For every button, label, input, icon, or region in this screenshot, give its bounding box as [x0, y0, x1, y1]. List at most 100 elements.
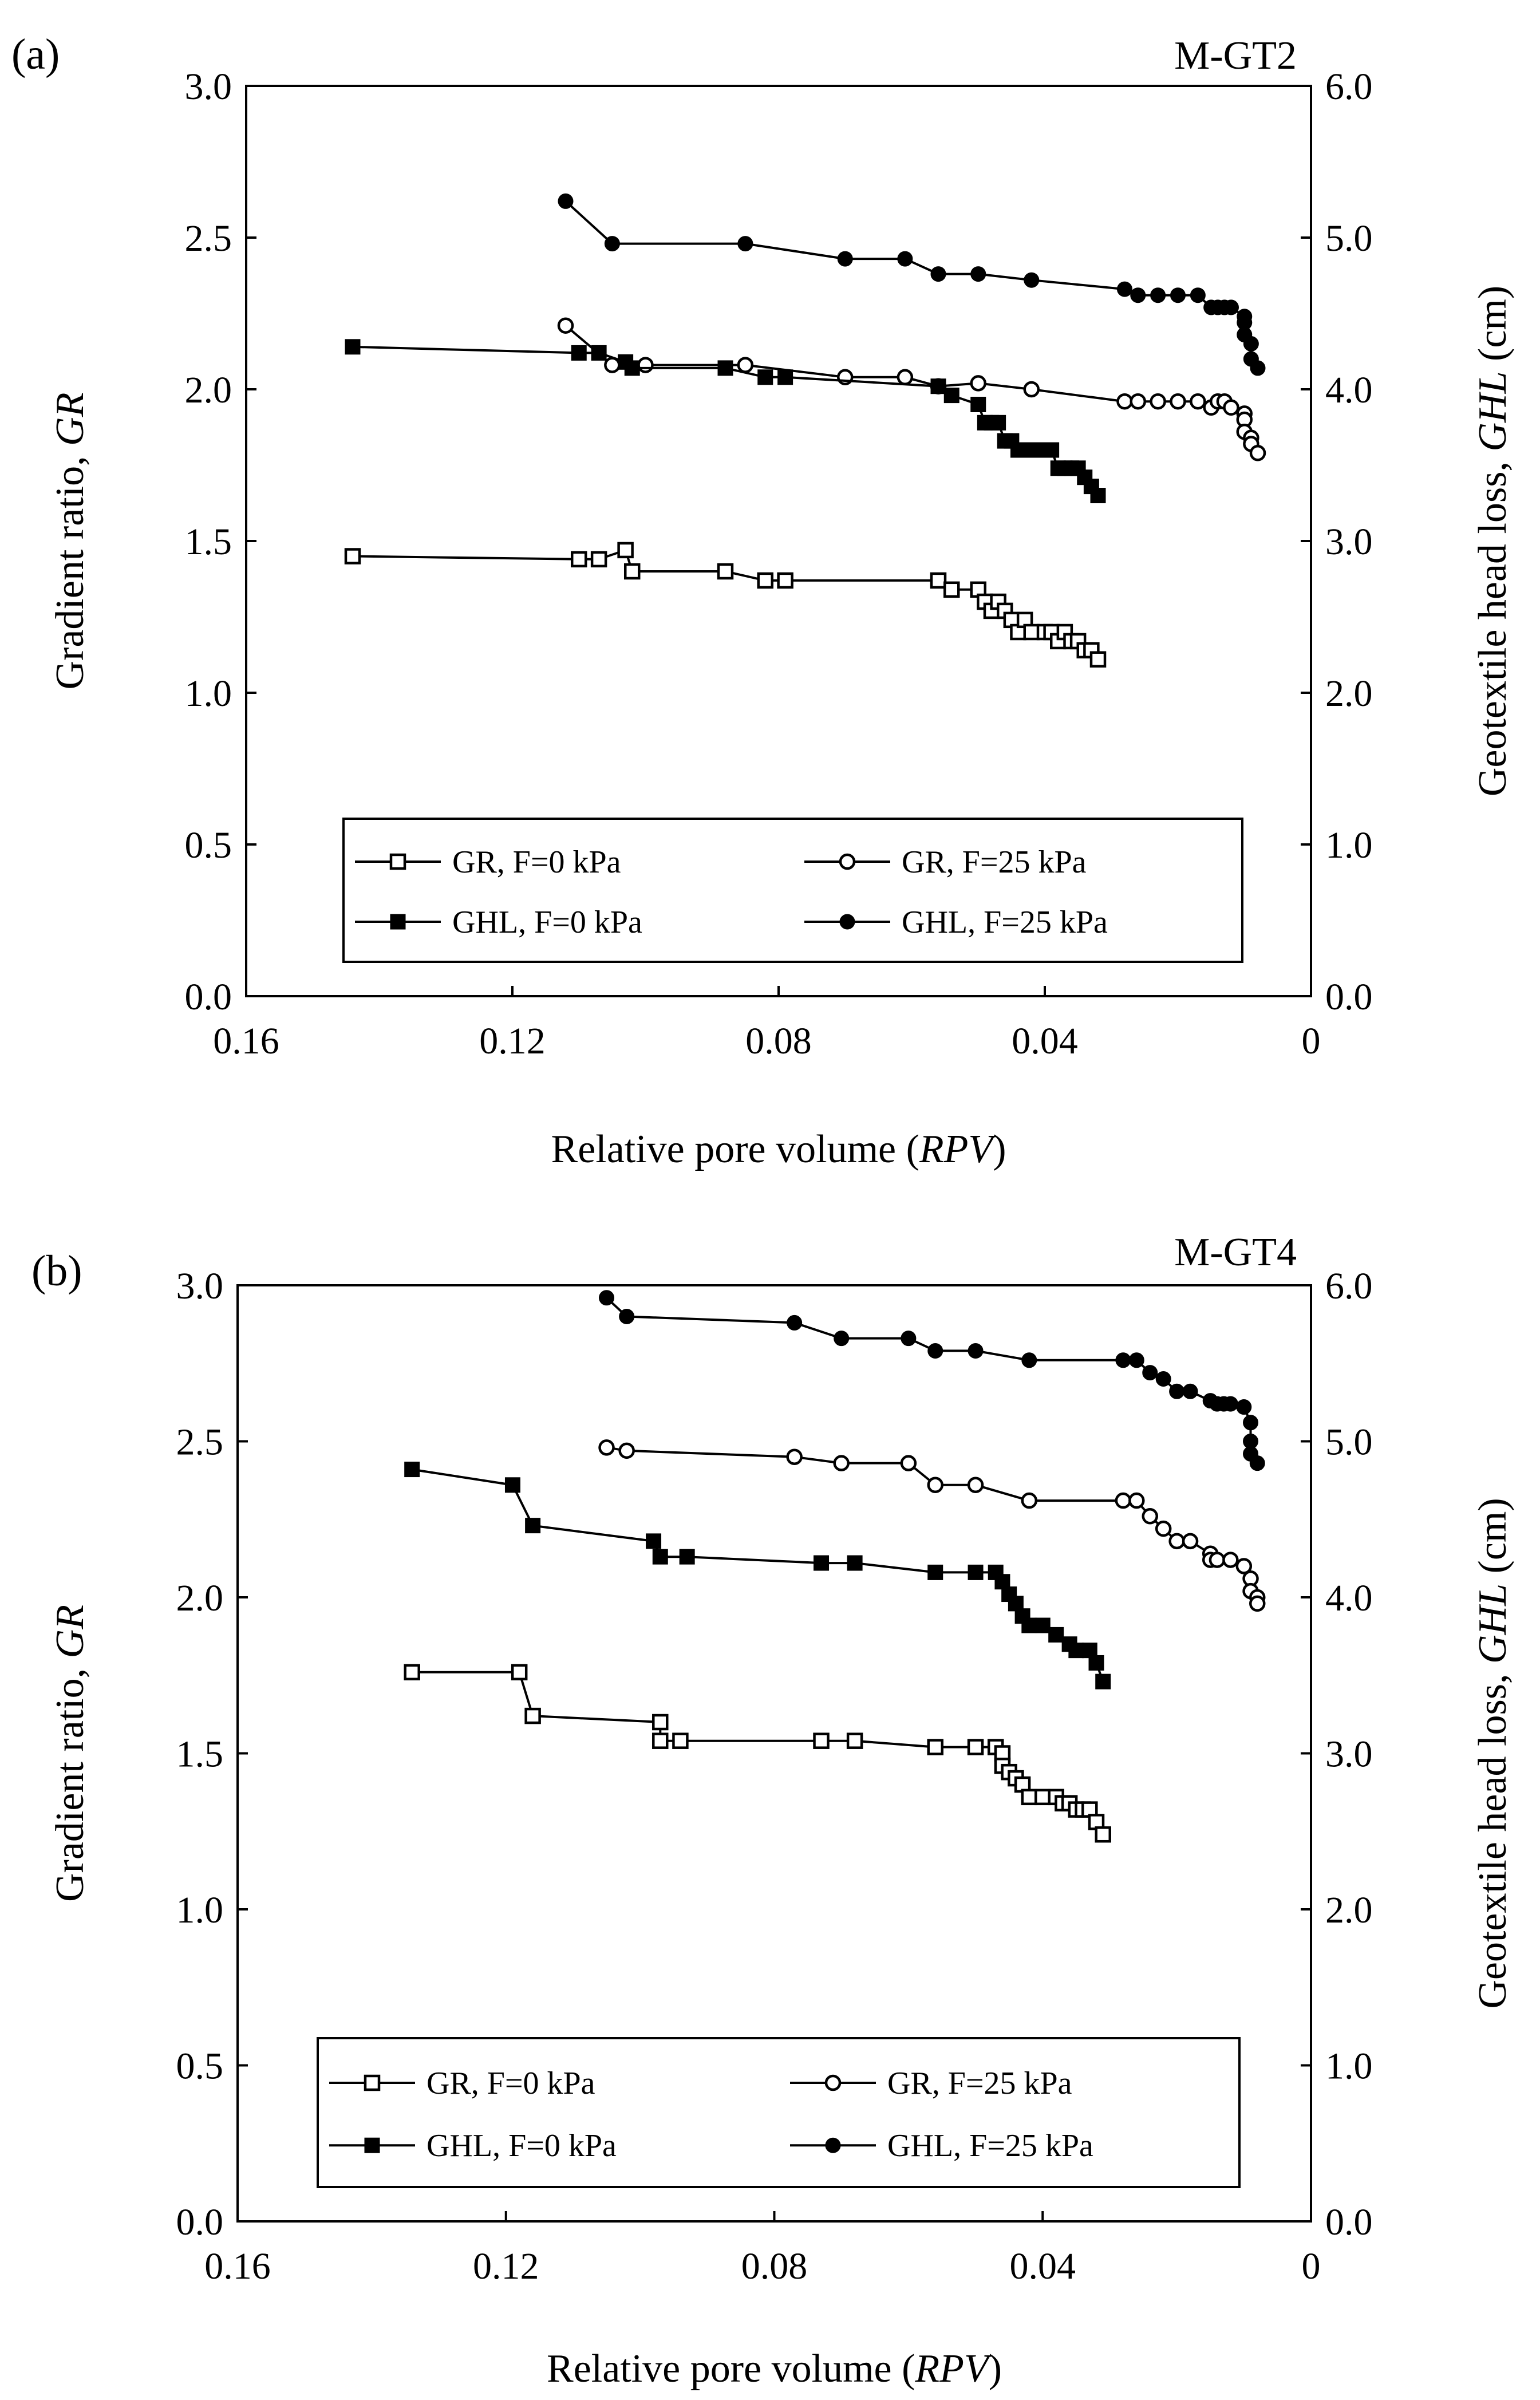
data-point [1243, 336, 1259, 352]
data-point [1223, 299, 1239, 315]
y-tick-label: 1.0 [185, 673, 232, 715]
y-tick-label: 0.0 [185, 976, 232, 1018]
data-point [1150, 287, 1166, 303]
y-axis-label: Gradient ratio, GR [48, 393, 92, 690]
data-point [1170, 287, 1186, 303]
data-point [757, 572, 773, 589]
data-point [1115, 1492, 1132, 1509]
data-point [558, 193, 574, 209]
y-tick-label: 1.5 [185, 521, 232, 563]
data-point [717, 563, 734, 580]
data-point [525, 1518, 541, 1534]
data-point [1095, 1826, 1111, 1843]
legend-marker [825, 2137, 841, 2153]
data-point [619, 1309, 635, 1324]
data-point [1021, 1617, 1037, 1633]
data-point [1023, 381, 1040, 398]
legend-label: GR, F=0 kPa [452, 844, 621, 880]
data-point [1142, 1508, 1158, 1525]
y-axis-label-italic: GR [48, 393, 92, 446]
data-point [927, 1343, 943, 1359]
x-axis-label-suffix: ) [989, 2347, 1002, 2391]
data-point [847, 1555, 863, 1571]
legend-box [342, 818, 1243, 963]
data-point [1236, 1399, 1252, 1415]
y2-tick-label: 1.0 [1325, 2046, 1373, 2087]
data-point [834, 1331, 850, 1347]
y2-tick-label: 0.0 [1325, 976, 1373, 1018]
data-point [637, 357, 654, 373]
data-point [1182, 1383, 1198, 1399]
chart-title: M-GT2 [1174, 34, 1297, 78]
data-point [571, 345, 587, 361]
legend-label: GHL, F=0 kPa [427, 2128, 617, 2164]
legend-box [317, 2037, 1241, 2188]
legend-marker [389, 853, 406, 870]
data-point [1090, 488, 1106, 503]
data-point [717, 360, 733, 376]
data-point [837, 251, 853, 267]
data-point [737, 236, 753, 252]
series-2 [598, 1439, 1266, 1612]
data-point [1142, 1365, 1158, 1381]
y-axis-label-italic: GR [48, 1605, 92, 1658]
data-point [737, 357, 754, 373]
x-tick-label: 0.08 [745, 1020, 812, 1062]
legend-label: GHL, F=25 kPa [902, 905, 1108, 940]
x-axis-label-text: Relative pore volume ( [547, 2347, 915, 2391]
data-point [930, 266, 946, 282]
data-point [1249, 1595, 1266, 1612]
y2-axis-label-italic: GHL [1471, 371, 1515, 451]
y2-tick-label: 5.0 [1325, 218, 1373, 259]
legend: GR, F=0 kPa GR, F=25 kPa GHL, F=0 kPa GHL, … [342, 818, 1243, 963]
data-point [1182, 1533, 1199, 1550]
data-point [344, 548, 361, 565]
data-point [1150, 393, 1166, 410]
data-point [1130, 393, 1146, 410]
data-point [1223, 399, 1239, 416]
data-point [757, 369, 773, 385]
data-point [404, 1664, 420, 1681]
data-point [786, 1448, 803, 1465]
y-tick-label: 0.5 [185, 824, 232, 866]
data-point [1170, 393, 1186, 410]
y2-axis-label-suffix: (cm) [1471, 1498, 1515, 1584]
data-point [1116, 393, 1133, 410]
data-point [404, 1462, 420, 1478]
y-tick-label: 3.0 [176, 1265, 224, 1307]
data-point [968, 1343, 984, 1359]
data-point [833, 1455, 850, 1471]
y-axis-label-text: Gradient ratio, [48, 446, 92, 690]
series-2 [557, 317, 1266, 461]
data-point [524, 1707, 541, 1724]
data-point [813, 1732, 830, 1749]
legend-label: GHL, F=0 kPa [452, 905, 642, 940]
data-point [901, 1331, 917, 1347]
legend-label: GR, F=0 kPa [427, 2066, 595, 2101]
x-tick-label: 0.04 [1010, 2245, 1076, 2287]
legend-label: GR, F=25 kPa [887, 2066, 1072, 2101]
series-3 [345, 339, 1106, 503]
y2-tick-label: 3.0 [1325, 1734, 1373, 1775]
y2-axis-label-italic: GHL [1471, 1584, 1515, 1664]
data-point [1249, 445, 1266, 461]
legend-marker [839, 853, 856, 870]
data-point [345, 339, 361, 355]
chart-panel-1: 0.16 0.12 0.08 0.04 00.00.51.01.52.02.53.00.… [11, 30, 1515, 1171]
data-point [591, 345, 607, 361]
data-point [652, 1732, 669, 1749]
data-point [1024, 442, 1040, 458]
data-point [1168, 1533, 1185, 1550]
data-point [1021, 1492, 1038, 1509]
series-1 [344, 542, 1107, 668]
data-point [990, 415, 1006, 431]
series-3 [404, 1462, 1111, 1690]
panel-label: (a) [11, 30, 60, 78]
data-point [618, 1442, 635, 1459]
y-tick-label: 2.0 [176, 1577, 224, 1619]
series-1 [404, 1664, 1111, 1843]
chart-title: M-GT4 [1174, 1230, 1297, 1274]
data-point [967, 1477, 984, 1494]
data-point [897, 369, 914, 386]
y2-tick-label: 6.0 [1325, 1265, 1373, 1307]
